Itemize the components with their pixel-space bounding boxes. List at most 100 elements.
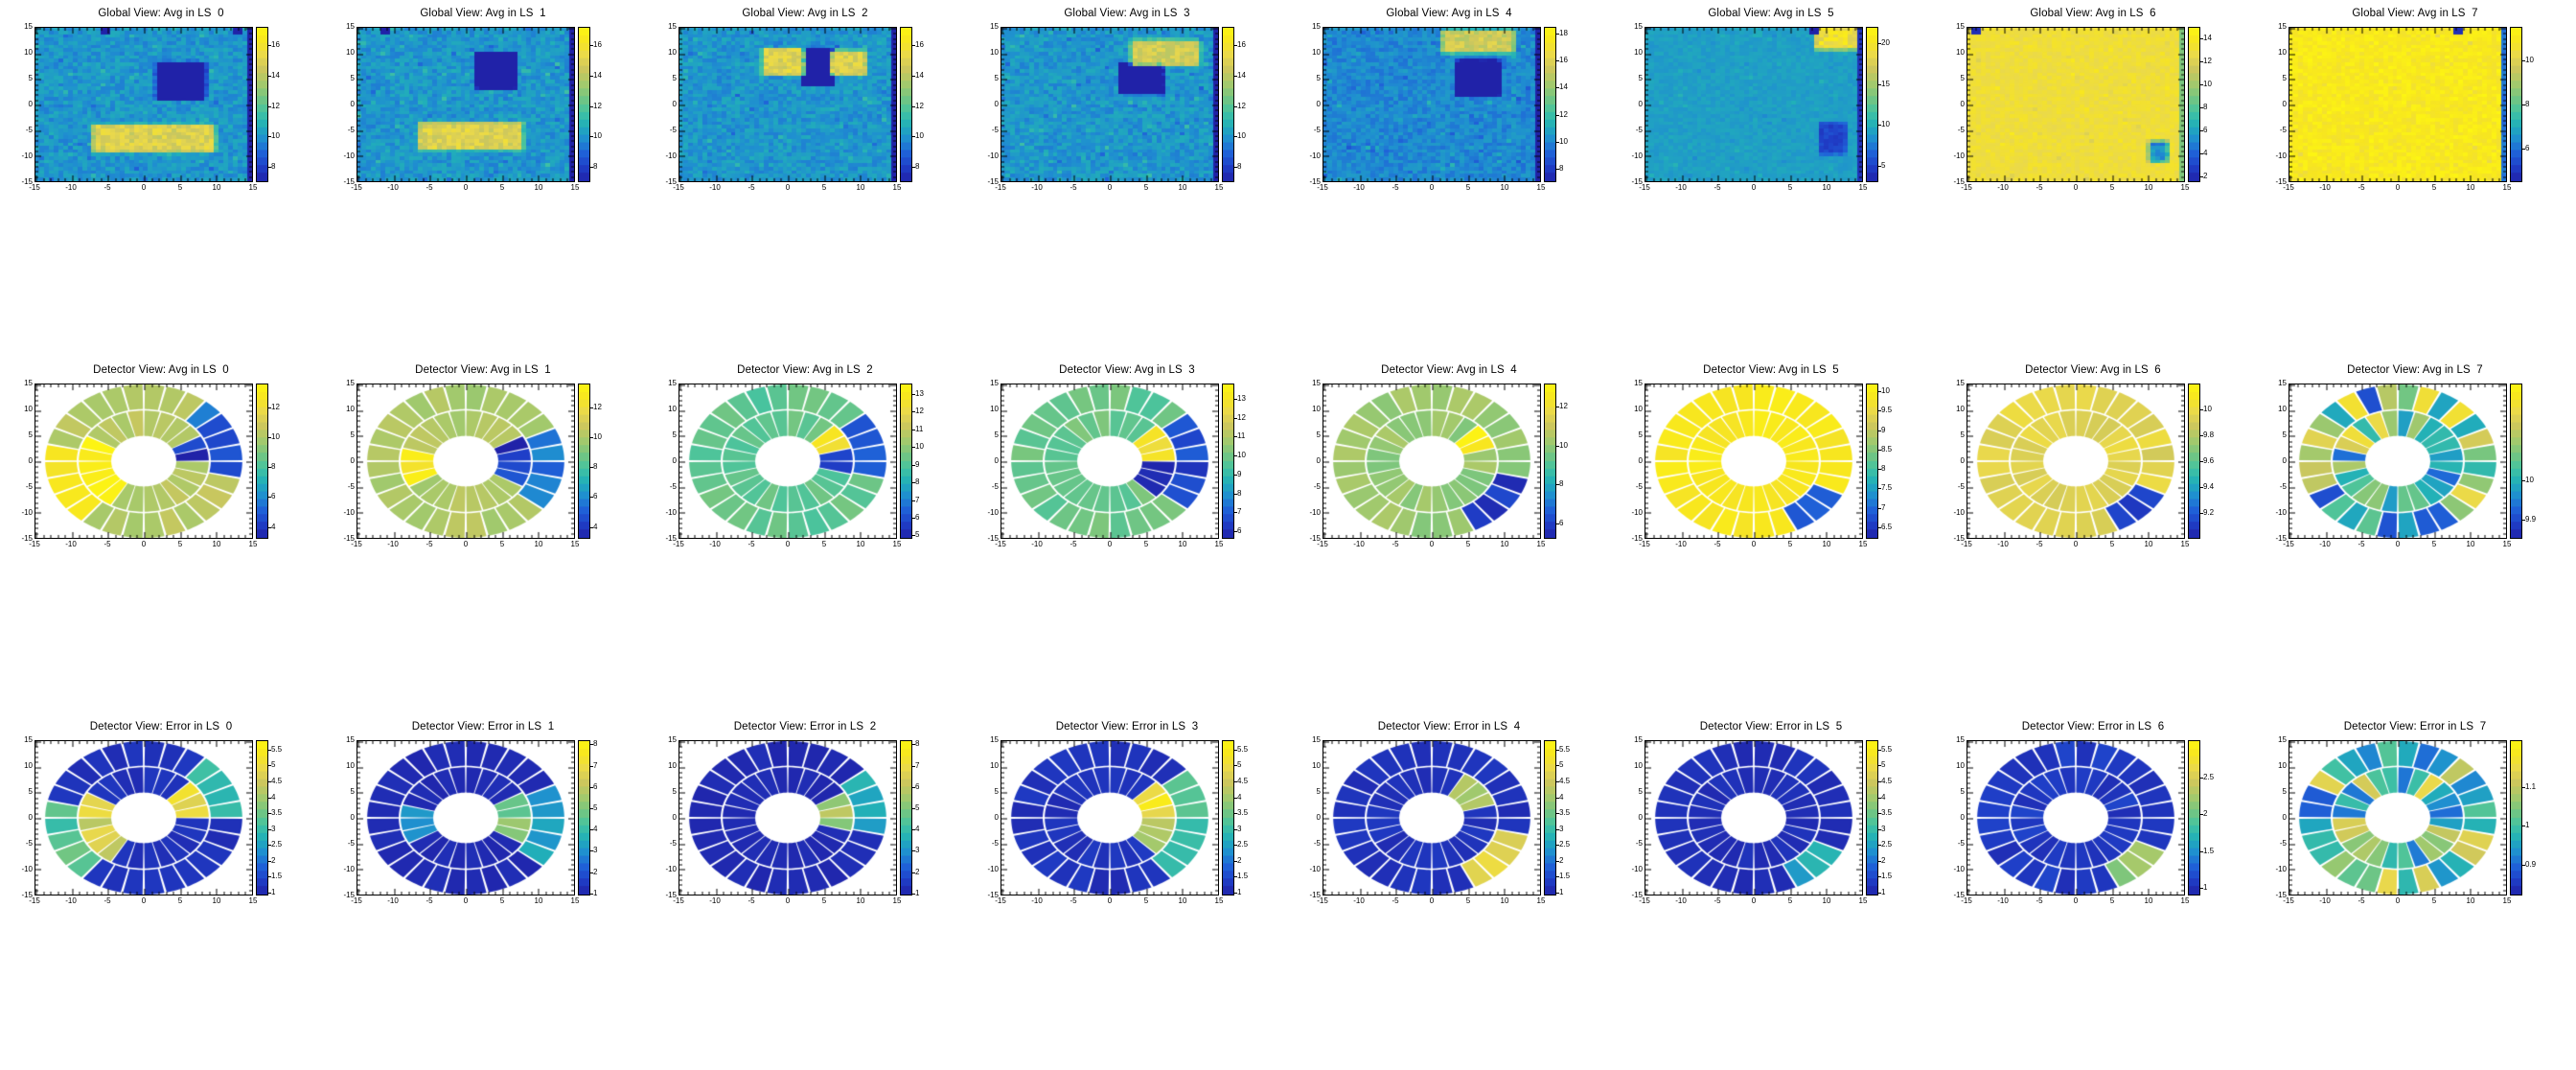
panel-detector-avg-2[interactable]: Detector View: Avg in LS 2 -15 -10 -5 0 5 10 15… bbox=[644, 357, 966, 713]
global-4-plot-area[interactable] bbox=[1322, 27, 1541, 182]
panel-detector-error-7[interactable]: Detector View: Error in LS 7 -15 -10 -5 0 5 10… bbox=[2254, 713, 2576, 1070]
detector-error-5-colorbar-tick bbox=[1877, 828, 1881, 830]
detector-avg-1-colorbar-tick-label: 4 bbox=[593, 522, 598, 531]
detector-avg-2-xtick-label: 15 bbox=[892, 540, 902, 548]
global-6-plot-area[interactable] bbox=[1966, 27, 2185, 182]
global-7-xtick-label: 10 bbox=[2466, 183, 2475, 192]
panel-detector-error-5[interactable]: Detector View: Error in LS 5 -15 -10 -5 0 5 10… bbox=[1610, 713, 1932, 1070]
panel-global-1[interactable]: Global View: Avg in LS 1 -15 -10 -5 0 5 10 15 -1… bbox=[322, 0, 644, 357]
detector-avg-6-plot-area[interactable] bbox=[1966, 384, 2185, 539]
detector-error-4-y-axis: -15 -10 -5 0 5 10 15 bbox=[1294, 736, 1321, 899]
panel-detector-error-2[interactable]: Detector View: Error in LS 2 -15 -10 -5 0 5 10… bbox=[644, 713, 966, 1070]
detector-error-5-xtick-label: 10 bbox=[1822, 896, 1831, 905]
panel-detector-avg-6[interactable]: Detector View: Avg in LS 6 -15 -10 -5 0 5 10 15… bbox=[1932, 357, 2254, 713]
global-7-xtick-label: 15 bbox=[2502, 183, 2512, 192]
panel-global-5[interactable]: Global View: Avg in LS 5 -15 -10 -5 0 5 10 15 -1… bbox=[1610, 0, 1932, 357]
detector-error-4-plot-area[interactable] bbox=[1322, 740, 1541, 896]
detector-error-3-plot-area[interactable] bbox=[1000, 740, 1219, 896]
detector-avg-2-colorbar-tick-label: 13 bbox=[915, 389, 924, 399]
global-1-ytick-label: 10 bbox=[346, 48, 355, 57]
detector-avg-6-ytick-label: -15 bbox=[1953, 534, 1965, 543]
detector-avg-7-plot-area[interactable] bbox=[2288, 384, 2507, 539]
detector-avg-0-xtick-label: -5 bbox=[104, 540, 111, 548]
detector-avg-1-ytick-label: -10 bbox=[343, 508, 355, 517]
panel-detector-avg-0[interactable]: Detector View: Avg in LS 0 -15 -10 -5 0 5 10 15… bbox=[0, 357, 322, 713]
detector-avg-1-plot-area[interactable] bbox=[356, 384, 575, 539]
detector-avg-0-plot-area[interactable] bbox=[34, 384, 253, 539]
panel-detector-avg-3[interactable]: Detector View: Avg in LS 3 -15 -10 -5 0 5 10 15… bbox=[966, 357, 1288, 713]
global-0-plot-area[interactable] bbox=[34, 27, 253, 182]
detector-error-2-colorbar-gradient bbox=[901, 741, 911, 895]
detector-error-0-plot-area[interactable] bbox=[34, 740, 253, 896]
detector-error-5-plot-area[interactable] bbox=[1644, 740, 1863, 896]
panel-detector-avg-1[interactable]: Detector View: Avg in LS 1 -15 -10 -5 0 5 10 15… bbox=[322, 357, 644, 713]
global-5-plot-area[interactable] bbox=[1644, 27, 1863, 182]
panel-detector-error-6[interactable]: Detector View: Error in LS 6 -15 -10 -5 0 5 10… bbox=[1932, 713, 2254, 1070]
panel-detector-error-1[interactable]: Detector View: Error in LS 1 -15 -10 -5 0 5 10… bbox=[322, 713, 644, 1070]
global-2-plot-area[interactable] bbox=[678, 27, 897, 182]
detector-error-2-plot-area[interactable] bbox=[678, 740, 897, 896]
global-1-plot-area[interactable] bbox=[356, 27, 575, 182]
detector-error-3-colorbar-tick bbox=[1233, 749, 1237, 751]
global-3-plot-area[interactable] bbox=[1000, 27, 1219, 182]
panel-detector-avg-5[interactable]: Detector View: Avg in LS 5 -15 -10 -5 0 5 10 15… bbox=[1610, 357, 1932, 713]
global-5-colorbar-tick-label: 15 bbox=[1881, 79, 1890, 88]
detector-error-2-colorbar-tick bbox=[911, 765, 915, 767]
global-0-xtick-label: 5 bbox=[177, 183, 183, 192]
panel-global-2[interactable]: Global View: Avg in LS 2 -15 -10 -5 0 5 10 15 -1… bbox=[644, 0, 966, 357]
detector-avg-3-plot-area[interactable] bbox=[1000, 384, 1219, 539]
detector-avg-0-heatmap bbox=[35, 384, 252, 538]
detector-avg-6-colorbar-tick-label: 9.6 bbox=[2203, 456, 2215, 465]
global-7-ytick-label: -5 bbox=[2279, 126, 2287, 134]
detector-avg-7-ytick-label: -10 bbox=[2275, 508, 2287, 517]
detector-avg-3-ytick-label: 5 bbox=[994, 430, 999, 439]
detector-avg-6-heatmap bbox=[1967, 384, 2184, 538]
panel-global-6[interactable]: Global View: Avg in LS 6 -15 -10 -5 0 5 10 15 -1… bbox=[1932, 0, 2254, 357]
panel-detector-avg-7[interactable]: Detector View: Avg in LS 7 -15 -10 -5 0 5 10 15… bbox=[2254, 357, 2576, 713]
detector-error-1-plot-area[interactable] bbox=[356, 740, 575, 896]
panel-detector-error-4[interactable]: Detector View: Error in LS 4 -15 -10 -5 0 5 10… bbox=[1288, 713, 1610, 1070]
global-1-colorbar-tick-label: 12 bbox=[593, 101, 602, 110]
detector-error-1-x-axis: -15 -10 -5 0 5 10 15 bbox=[351, 896, 579, 909]
detector-avg-2-colorbar-tick bbox=[911, 411, 915, 413]
panel-global-4[interactable]: Global View: Avg in LS 4 -15 -10 -5 0 5 10 15 -1… bbox=[1288, 0, 1610, 357]
detector-error-7-plot-area[interactable] bbox=[2288, 740, 2507, 896]
panel-detector-error-0[interactable]: Detector View: Error in LS 0 -15 -10 -5 0 5 10… bbox=[0, 713, 322, 1070]
panel-detector-avg-4[interactable]: Detector View: Avg in LS 4 -15 -10 -5 0 5 10 15… bbox=[1288, 357, 1610, 713]
detector-error-1-xtick-label: -10 bbox=[387, 896, 399, 905]
global-7-xtick-label: -5 bbox=[2358, 183, 2365, 192]
detector-error-6-colorbar-tick bbox=[2199, 777, 2203, 779]
global-4-y-axis: -15 -10 -5 0 5 10 15 bbox=[1294, 23, 1321, 186]
panel-global-3[interactable]: Global View: Avg in LS 3 -15 -10 -5 0 5 10 15 -1… bbox=[966, 0, 1288, 357]
panel-detector-error-3[interactable]: Detector View: Error in LS 3 -15 -10 -5 0 5 10… bbox=[966, 713, 1288, 1070]
detector-error-0-x-axis: -15 -10 -5 0 5 10 15 bbox=[29, 897, 257, 909]
detector-avg-1-ytick-label: 10 bbox=[346, 405, 355, 413]
global-6-colorbar-tick-label: 6 bbox=[2203, 126, 2208, 134]
detector-avg-4-ytick-label: 10 bbox=[1312, 405, 1321, 413]
detector-avg-4-plot-area[interactable] bbox=[1322, 384, 1541, 539]
global-3-ytick-label: 5 bbox=[994, 74, 999, 82]
detector-avg-2-ytick-label: 5 bbox=[672, 430, 677, 439]
detector-avg-2-xtick-label: 5 bbox=[821, 540, 827, 548]
detector-avg-0-colorbar-tick-label: 4 bbox=[271, 522, 276, 531]
detector-error-2-colorbar-tick bbox=[911, 808, 915, 809]
detector-error-4-xtick-label: 15 bbox=[1536, 896, 1546, 905]
detector-avg-2-xtick-label: -5 bbox=[748, 540, 755, 548]
detector-avg-5-ytick-label: 0 bbox=[1638, 456, 1643, 465]
panel-global-0[interactable]: Global View: Avg in LS 0 -15 -10 -5 0 5 10 15 -1… bbox=[0, 0, 322, 357]
detector-avg-2-plot-area[interactable] bbox=[678, 384, 897, 539]
detector-avg-7-y-axis: -15 -10 -5 0 5 10 15 bbox=[2260, 380, 2287, 543]
detector-error-2-xtick-label: 5 bbox=[821, 896, 827, 905]
global-7-plot-area[interactable] bbox=[2288, 27, 2507, 182]
panel-global-7[interactable]: Global View: Avg in LS 7 -15 -10 -5 0 5 10 15 -1… bbox=[2254, 0, 2576, 357]
detector-avg-0-colorbar bbox=[256, 384, 268, 539]
detector-avg-5-colorbar-tick-label: 7.5 bbox=[1881, 483, 1893, 493]
detector-error-5-ytick-label: -5 bbox=[1635, 839, 1643, 848]
global-4-colorbar-tick bbox=[1555, 141, 1559, 143]
detector-error-2-x-axis: -15 -10 -5 0 5 10 15 bbox=[673, 896, 901, 909]
detector-avg-3-colorbar-tick-label: 13 bbox=[1237, 393, 1246, 403]
detector-avg-5-plot-area[interactable] bbox=[1644, 384, 1863, 539]
detector-error-5-colorbar-tick bbox=[1877, 797, 1881, 799]
detector-error-6-plot-area[interactable] bbox=[1966, 740, 2185, 896]
global-7-ytick-label: 15 bbox=[2278, 22, 2287, 31]
